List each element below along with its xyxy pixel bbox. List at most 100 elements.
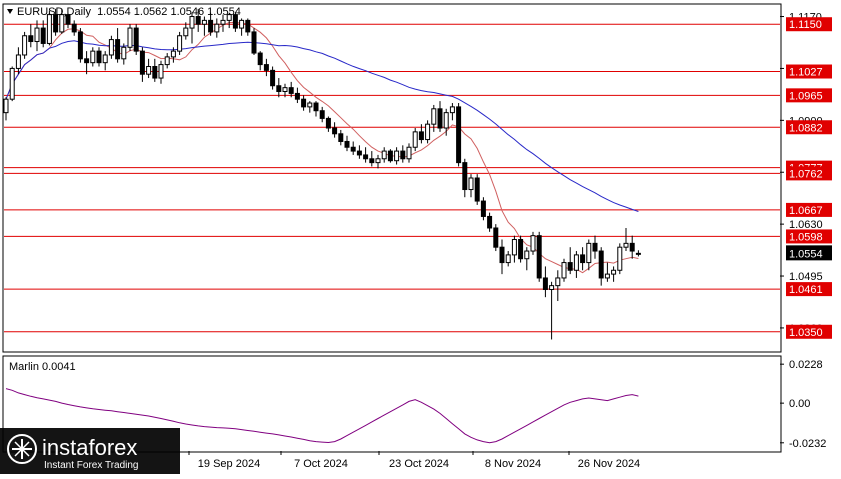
level-label-box <box>786 120 832 135</box>
candle-body-down <box>363 154 369 160</box>
candle <box>443 108 449 136</box>
candle-body-up <box>34 27 40 43</box>
candle <box>164 53 170 69</box>
candle-body-down <box>400 150 406 160</box>
candle-body-down <box>536 235 542 279</box>
time-tick-label: 23 Oct 2024 <box>389 458 449 470</box>
candle <box>635 250 641 257</box>
candle-body-down <box>208 19 214 33</box>
candle-body-down <box>387 150 393 162</box>
osc-tick-label: 0.00 <box>789 398 810 410</box>
candle <box>201 16 207 36</box>
candle-body-up <box>468 177 474 191</box>
candle-body-down <box>480 200 486 217</box>
candle-body-down <box>96 50 102 64</box>
candle <box>34 20 40 52</box>
candle-body-down <box>592 242 598 252</box>
candle-body-up <box>524 250 530 260</box>
candle <box>183 22 189 40</box>
candle-body-down <box>629 242 635 252</box>
level-label-box <box>786 202 832 217</box>
level-label-box <box>786 282 832 297</box>
candle <box>468 174 474 198</box>
candle <box>617 243 623 275</box>
marlin-line <box>5 388 639 444</box>
candle-body-down <box>84 58 90 64</box>
candle <box>77 28 83 63</box>
price-panel-frame <box>2 3 782 353</box>
indicator-panel-frame <box>2 355 782 453</box>
candle-body-up <box>530 235 536 252</box>
candle <box>214 18 220 38</box>
time-tick-label: 8 Nov 2024 <box>485 458 541 470</box>
candle <box>146 58 152 79</box>
candle-body-up <box>15 54 21 69</box>
candle <box>115 28 121 63</box>
candle <box>288 81 294 98</box>
candle-body-up <box>412 131 418 148</box>
candle-body-up <box>46 14 52 44</box>
candle-body-down <box>369 158 375 164</box>
candle <box>102 51 108 71</box>
candle-body-down <box>263 64 269 71</box>
candle <box>270 66 276 90</box>
watermark-bg <box>0 428 180 474</box>
candle <box>493 224 499 252</box>
candle-body-up <box>406 146 412 160</box>
price-tick-label: 1.0630 <box>789 219 823 231</box>
candle-body-up <box>164 56 170 66</box>
candle-body-up <box>127 27 133 48</box>
candle <box>456 103 462 167</box>
candle-body-up <box>108 39 114 56</box>
candle <box>511 235 517 263</box>
candle-body-up <box>425 123 431 141</box>
candle-body-up <box>90 50 96 64</box>
candle-body-down <box>28 35 34 43</box>
candle-body-down <box>40 27 46 44</box>
level-label-box <box>786 88 832 103</box>
candle <box>9 66 15 102</box>
candle <box>549 281 555 340</box>
candle-body-up <box>177 35 183 52</box>
candle <box>239 18 245 36</box>
level-label: 1.0598 <box>789 231 823 243</box>
candle <box>307 101 313 113</box>
candle-body-up <box>431 108 437 125</box>
level-label: 1.0350 <box>789 327 823 339</box>
candles <box>3 8 641 340</box>
oscillator <box>5 388 639 444</box>
candle-body-up <box>183 27 189 37</box>
level-label: 1.1150 <box>789 19 822 31</box>
candle <box>394 147 400 165</box>
candle <box>356 145 362 159</box>
candle <box>232 12 238 32</box>
symbol-header: EURUSD,Daily 1.0554 1.0562 1.0546 1.0554 <box>17 6 241 18</box>
candle <box>59 8 65 34</box>
candle-body-down <box>115 39 121 60</box>
candle-body-up <box>59 14 65 33</box>
level-label-box <box>786 229 832 244</box>
candle <box>561 258 567 282</box>
candle-body-up <box>586 242 592 264</box>
candle-body-down <box>456 106 462 164</box>
candle <box>332 122 338 138</box>
candle-body-up <box>604 273 610 279</box>
candle <box>90 47 96 67</box>
candle <box>133 24 139 55</box>
candle-body-up <box>158 64 164 79</box>
candle-body-down <box>152 66 158 79</box>
candle-body-down <box>332 127 338 135</box>
candle-body-up <box>9 67 15 100</box>
candle-body-down <box>580 254 586 264</box>
candle-body-down <box>356 150 362 156</box>
candle <box>15 47 21 75</box>
candle-body-up <box>307 102 313 108</box>
candle <box>474 174 480 205</box>
candle-body-up <box>226 14 232 21</box>
candle <box>536 231 542 282</box>
dropdown-triangle-icon[interactable] <box>7 9 13 14</box>
candle-body-up <box>561 262 567 279</box>
